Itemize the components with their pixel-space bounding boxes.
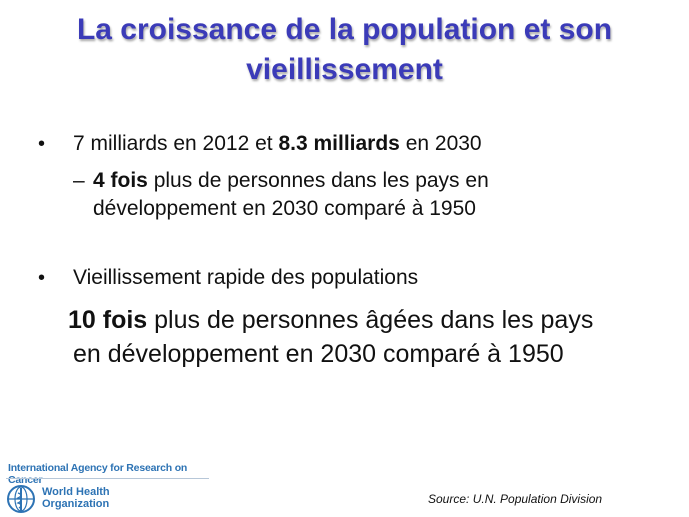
logo-divider <box>6 478 209 479</box>
emphasis-bold: 10 fois <box>68 306 148 334</box>
bullet-2-text: Vieillissement rapide des populations <box>73 266 419 289</box>
slide-title: La croissance de la population et son vi… <box>0 10 689 90</box>
sub-bullet-dash: – <box>73 169 85 192</box>
iarc-logo-text: International Agency for Research on Can… <box>8 462 188 486</box>
sub-bullet-bold: 4 fois <box>93 169 148 192</box>
who-logo-text: World Health Organization <box>42 486 132 510</box>
who-line2: Organization <box>42 498 110 510</box>
bullet-1-text-b: en 2030 <box>399 132 482 155</box>
sub-bullet-line2: développement en 2030 comparé à 1950 <box>93 197 476 220</box>
slide-title-line2: vieillissement <box>246 53 443 86</box>
sub-bullet-text1: plus de personnes dans les pays en <box>147 169 489 192</box>
source-note: Source: U.N. Population Division <box>428 492 603 506</box>
bullet-1-text: 7 milliards en 2012 et 8.3 milliards en … <box>73 131 482 157</box>
bullet-marker-1: • <box>38 133 46 155</box>
slide-title-line1: La croissance de la population et son <box>76 13 613 46</box>
sub-bullet-line1: 4 fois plus de personnes dans les pays e… <box>93 168 489 194</box>
bullet-marker-2: • <box>38 267 46 289</box>
who-line1: World Health <box>42 486 110 498</box>
bullet-1-text-a: 7 milliards en 2012 et <box>73 132 279 155</box>
emphasis-text1: plus de personnes âgées dans les pays <box>147 306 594 334</box>
emphasis-line1: 10 fois plus de personnes âgées dans les… <box>68 304 593 336</box>
who-emblem-icon <box>7 485 35 513</box>
emphasis-line2: en développement en 2030 comparé à 1950 <box>73 340 564 368</box>
bullet-1-bold: 8.3 milliards <box>278 132 400 155</box>
